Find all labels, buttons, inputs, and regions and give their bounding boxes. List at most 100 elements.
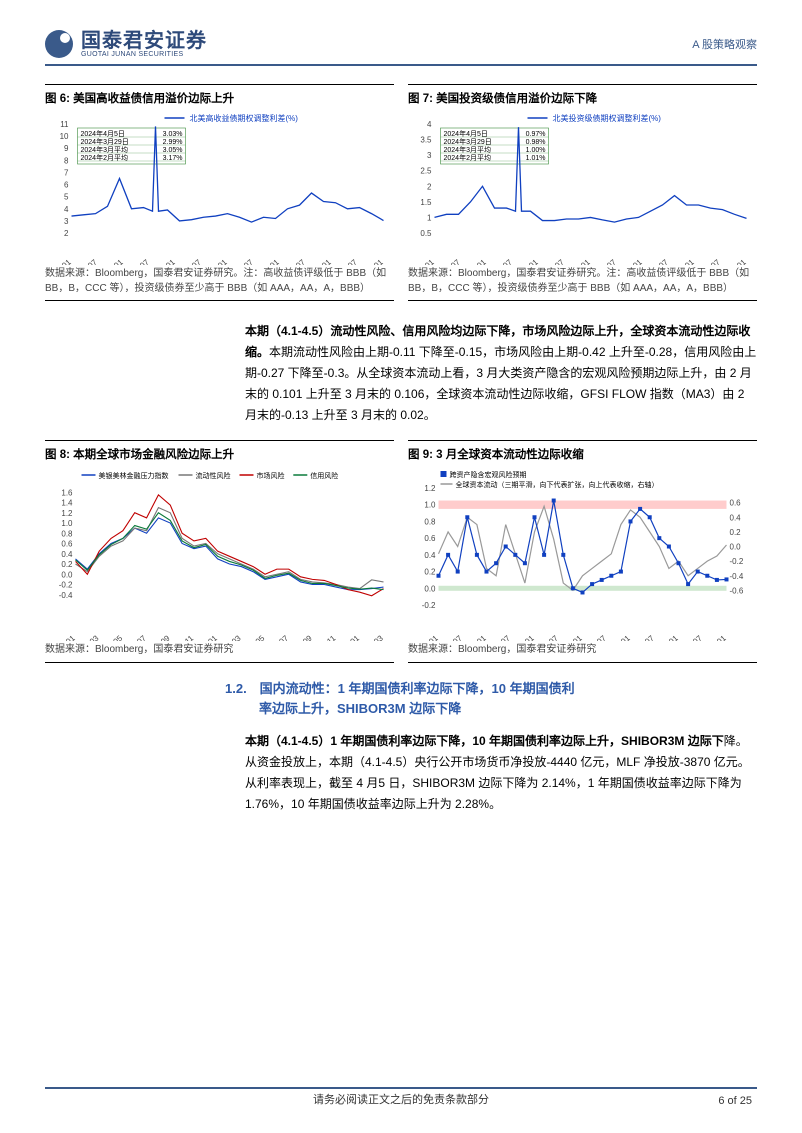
fig7-title: 图 7: 美国投资级债信用溢价边际下降 xyxy=(408,84,757,110)
svg-text:市场风险: 市场风险 xyxy=(257,471,285,480)
svg-text:11: 11 xyxy=(60,120,69,129)
svg-text:0.5: 0.5 xyxy=(420,229,432,238)
svg-text:2024年3月29日: 2024年3月29日 xyxy=(81,137,129,146)
svg-text:2022-01: 2022-01 xyxy=(49,633,78,641)
svg-text:2023-07: 2023-07 xyxy=(262,633,291,641)
svg-text:2024年3月平均: 2024年3月平均 xyxy=(444,145,491,154)
svg-text:1.2: 1.2 xyxy=(61,509,73,518)
footer-rule xyxy=(45,1087,757,1089)
svg-text:2019-07: 2019-07 xyxy=(486,257,515,265)
svg-text:1: 1 xyxy=(427,213,432,222)
svg-text:2020-01: 2020-01 xyxy=(508,633,537,641)
svg-text:2020-01: 2020-01 xyxy=(149,257,178,265)
svg-text:2022-01: 2022-01 xyxy=(604,633,633,641)
svg-text:2024年3月平均: 2024年3月平均 xyxy=(81,145,128,154)
svg-text:全球资本流动（三期平滑，向下代表扩张，向上代表收缩，右轴）: 全球资本流动（三期平滑，向下代表扩张，向上代表收缩，右轴） xyxy=(456,480,659,489)
svg-text:1.0: 1.0 xyxy=(424,501,436,510)
paragraph-1: 本期（4.1-4.5）流动性风险、信用风险均边际下降，市场风险边际上升，全球资本… xyxy=(45,307,757,440)
svg-text:2023-07: 2023-07 xyxy=(694,257,723,265)
svg-text:2022-07: 2022-07 xyxy=(279,257,308,265)
svg-text:2023-05: 2023-05 xyxy=(238,633,267,641)
svg-text:2018-01: 2018-01 xyxy=(412,633,441,641)
svg-text:2023-01: 2023-01 xyxy=(305,257,334,265)
fig7-chart: 0.511.522.533.542018-012018-072019-01201… xyxy=(408,110,757,265)
svg-text:2023-01: 2023-01 xyxy=(668,257,697,265)
svg-text:北美投资级债期权调整利差(%): 北美投资级债期权调整利差(%) xyxy=(553,113,662,123)
svg-text:2022-09: 2022-09 xyxy=(143,633,172,641)
svg-text:2018-07: 2018-07 xyxy=(436,633,465,641)
svg-text:2024年4月5日: 2024年4月5日 xyxy=(444,129,488,138)
svg-text:2023-11: 2023-11 xyxy=(310,633,338,641)
svg-text:2024-01: 2024-01 xyxy=(700,633,729,641)
header-right: A 股策略观察 xyxy=(692,36,757,52)
svg-text:0.4: 0.4 xyxy=(61,550,73,559)
fig6-src: 数据来源：Bloomberg，国泰君安证券研究。注：高收益债评级低于 BBB（如… xyxy=(45,267,394,301)
svg-text:0.8: 0.8 xyxy=(424,517,436,526)
fig7-src: 数据来源：Bloomberg，国泰君安证券研究。注：高收益债评级低于 BBB（如… xyxy=(408,267,757,301)
page-number: 6 of 25 xyxy=(718,1095,752,1107)
svg-text:0.8: 0.8 xyxy=(61,529,73,538)
fig9-title: 图 9: 3 月全球资本流动性边际收缩 xyxy=(408,440,757,466)
svg-text:0.6: 0.6 xyxy=(61,540,73,549)
svg-text:2024年3月29日: 2024年3月29日 xyxy=(444,137,492,146)
svg-text:0.2: 0.2 xyxy=(424,568,436,577)
svg-text:2019-01: 2019-01 xyxy=(460,633,489,641)
svg-text:2023-03: 2023-03 xyxy=(214,633,243,641)
svg-text:-0.2: -0.2 xyxy=(730,557,744,566)
svg-text:2022-05: 2022-05 xyxy=(96,633,125,641)
svg-text:10: 10 xyxy=(60,132,69,141)
svg-text:3: 3 xyxy=(427,151,432,160)
svg-text:北美高收益债期权调整利差(%): 北美高收益债期权调整利差(%) xyxy=(190,113,299,123)
svg-text:2024-03: 2024-03 xyxy=(357,633,386,641)
svg-text:4: 4 xyxy=(427,120,432,129)
svg-text:2021-07: 2021-07 xyxy=(227,257,256,265)
svg-text:1.6: 1.6 xyxy=(61,488,73,497)
svg-text:-0.6: -0.6 xyxy=(730,586,744,595)
svg-text:2018-01: 2018-01 xyxy=(408,257,436,265)
logo: 国泰君安证券 GUOTAI JUNAN SECURITIES xyxy=(45,30,207,58)
svg-text:2021-01: 2021-01 xyxy=(201,257,230,265)
svg-text:2022-07: 2022-07 xyxy=(628,633,657,641)
svg-text:8: 8 xyxy=(64,156,69,165)
svg-text:0.2: 0.2 xyxy=(730,528,742,537)
svg-text:-0.4: -0.4 xyxy=(59,591,73,600)
svg-text:2018-01: 2018-01 xyxy=(45,257,73,265)
svg-text:1.5: 1.5 xyxy=(420,198,432,207)
svg-text:2018-07: 2018-07 xyxy=(71,257,100,265)
svg-text:2024-01: 2024-01 xyxy=(720,257,749,265)
svg-text:2020-07: 2020-07 xyxy=(538,257,567,265)
svg-text:信用风险: 信用风险 xyxy=(310,471,338,480)
logo-icon xyxy=(45,30,73,58)
svg-text:2020-01: 2020-01 xyxy=(512,257,541,265)
fig9-src: 数据来源：Bloomberg，国泰君安证券研究 xyxy=(408,643,757,663)
svg-text:2021-07: 2021-07 xyxy=(590,257,619,265)
svg-text:-0.4: -0.4 xyxy=(730,572,744,581)
svg-text:2023-09: 2023-09 xyxy=(285,633,314,641)
svg-text:4: 4 xyxy=(64,205,69,214)
svg-text:3.5: 3.5 xyxy=(420,136,432,145)
fig9-chart: -0.20.00.20.40.60.81.01.2-0.6-0.4-0.20.0… xyxy=(408,466,757,641)
svg-text:0.0: 0.0 xyxy=(61,570,73,579)
svg-text:9: 9 xyxy=(64,144,69,153)
svg-text:美银美林金融压力指数: 美银美林金融压力指数 xyxy=(99,471,169,480)
svg-text:2023-07: 2023-07 xyxy=(331,257,360,265)
svg-text:2023-01: 2023-01 xyxy=(652,633,681,641)
svg-text:2019-01: 2019-01 xyxy=(460,257,489,265)
fig6-chart: 2345678910112018-012018-072019-012019-07… xyxy=(45,110,394,265)
svg-text:-0.2: -0.2 xyxy=(422,601,436,610)
svg-text:流动性风险: 流动性风险 xyxy=(196,471,231,480)
svg-text:0.0: 0.0 xyxy=(730,543,742,552)
fig8-src: 数据来源：Bloomberg，国泰君安证券研究 xyxy=(45,643,394,663)
svg-text:2.5: 2.5 xyxy=(420,167,432,176)
svg-text:2020-07: 2020-07 xyxy=(532,633,561,641)
svg-text:2019-07: 2019-07 xyxy=(123,257,152,265)
svg-text:-0.2: -0.2 xyxy=(59,581,73,590)
paragraph-2: 本期（4.1-4.5）1 年期国债利率边际下降，10 年期国债利率边际上升，SH… xyxy=(45,725,757,829)
svg-text:2022-07: 2022-07 xyxy=(642,257,671,265)
footer-disclaimer: 请务必阅读正文之后的免责条款部分 xyxy=(0,1091,802,1107)
svg-text:1.0: 1.0 xyxy=(61,519,73,528)
svg-text:0.6: 0.6 xyxy=(424,534,436,543)
svg-text:2022-01: 2022-01 xyxy=(253,257,282,265)
svg-text:2024年4月5日: 2024年4月5日 xyxy=(81,129,125,138)
svg-text:2024-01: 2024-01 xyxy=(357,257,386,265)
